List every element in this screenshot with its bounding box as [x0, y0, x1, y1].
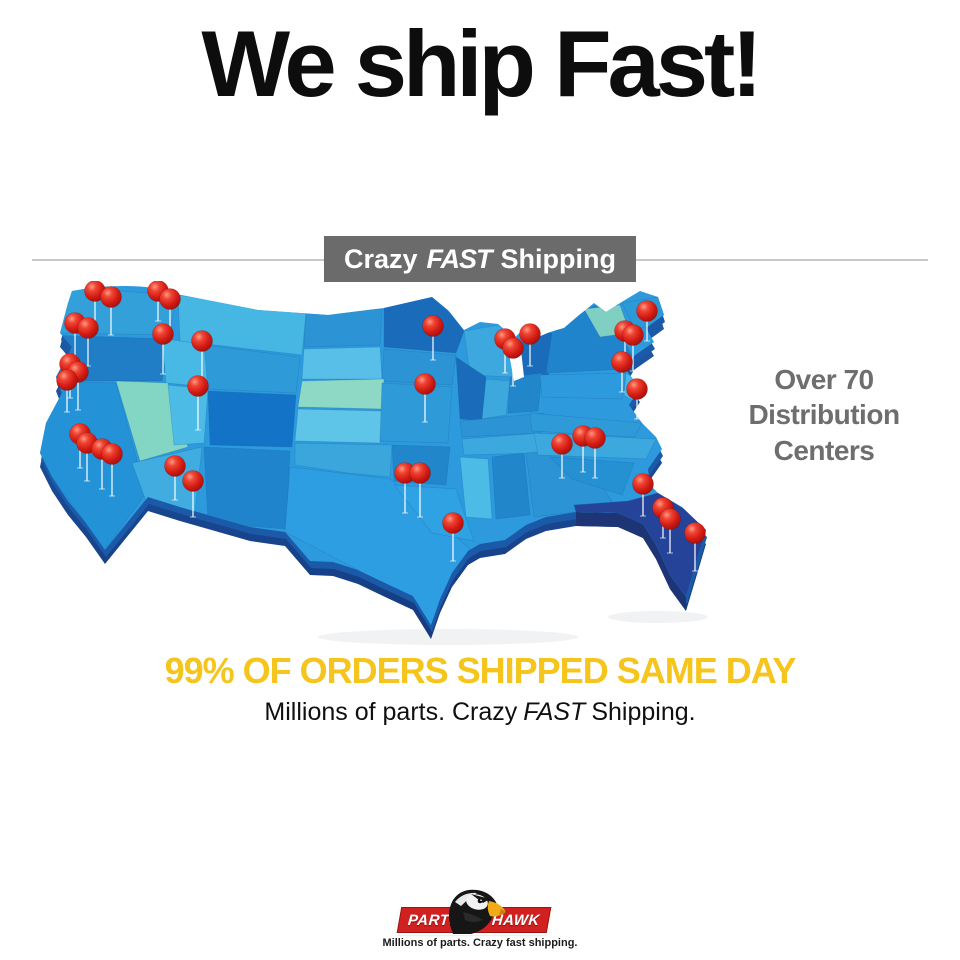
map-pin: [626, 378, 648, 420]
banner-text-suffix: Shipping: [500, 243, 617, 274]
map-pin: [422, 315, 444, 361]
subheadline-suffix: Shipping.: [591, 698, 696, 726]
partshawk-logo: PARTS HAWK Millions of parts. Crazy fast…: [383, 884, 577, 956]
same-day-headline: 99% OF ORDERS SHIPPED SAME DAY: [164, 650, 797, 691]
map-pin: [622, 324, 644, 372]
map-pin: [502, 337, 524, 387]
logo-tagline: Millions of parts. Crazy fast shipping.: [382, 937, 578, 949]
map-pin: [187, 375, 209, 431]
map-pin: [152, 323, 174, 375]
map-pins: [56, 281, 706, 572]
subheadline-fast: FAST: [523, 698, 586, 726]
map-pin: [684, 522, 706, 572]
map-states: [40, 286, 706, 625]
callout-line-3: Centers: [773, 434, 875, 466]
us-distribution-map: [28, 281, 718, 656]
shipping-banner: Crazy FAST Shipping: [323, 236, 637, 282]
subheadline: Millions of parts. Crazy FAST Shipping.: [0, 698, 960, 727]
map-pin: [182, 470, 204, 518]
map-pin: [519, 323, 541, 367]
map-pin: [584, 427, 606, 479]
map-shadow: [318, 629, 578, 645]
map-3d-extrusion: [40, 292, 707, 639]
hawk-head-icon: [449, 889, 507, 934]
page-title: We ship Fast!: [201, 11, 762, 116]
banner-text-fast: FAST: [426, 243, 493, 274]
map-pin: [164, 455, 186, 501]
map-pin: [56, 369, 78, 413]
map-pin: [100, 286, 122, 336]
map-pin: [394, 462, 416, 514]
map-shadow: [608, 611, 708, 623]
map-pin: [442, 512, 464, 562]
distribution-callout: Over 70 Distribution Centers: [724, 362, 924, 468]
callout-line-1: Over 70: [774, 364, 874, 395]
map-pin: [77, 317, 99, 367]
map-pin: [632, 473, 654, 517]
map-pin: [101, 443, 123, 497]
map-pin: [611, 351, 633, 393]
map-pin: [409, 462, 431, 518]
map-pin: [659, 508, 681, 554]
map-pin: [636, 300, 658, 342]
callout-line-2: Distribution: [748, 399, 900, 431]
map-pin: [551, 433, 573, 479]
map-pin: [414, 373, 436, 423]
subheadline-prefix: Millions of parts. Crazy: [264, 698, 518, 726]
banner-text-prefix: Crazy: [343, 243, 418, 274]
